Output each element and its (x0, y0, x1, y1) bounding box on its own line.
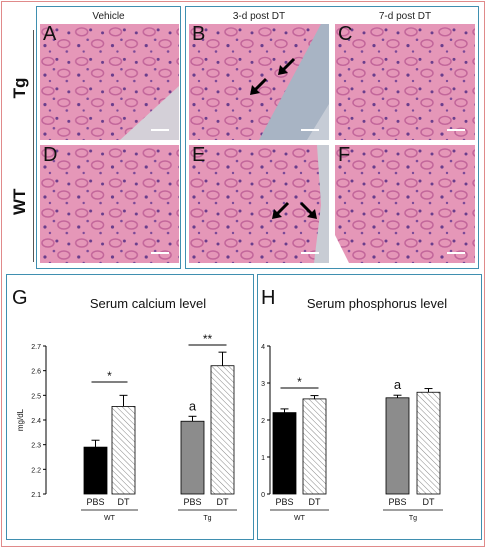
chart-title: Serum calcium level (90, 296, 206, 311)
tissue-image-a (40, 24, 179, 140)
tissue-image-b (189, 24, 329, 140)
bar (111, 406, 136, 495)
y-tick-label: 2.3 (31, 443, 41, 450)
significance-marker-tg: ** (203, 332, 213, 346)
panel-letter-a: A (43, 24, 57, 45)
row-label-wt: WT (10, 188, 29, 215)
group-label: Tg (409, 515, 417, 522)
group-label: WT (294, 515, 306, 522)
letter-annotation: a (189, 398, 197, 413)
group-label: WT (104, 515, 116, 522)
arrow-icon (272, 201, 290, 219)
x-tick-label: DT (217, 497, 229, 507)
panel-letter-b: B (192, 24, 206, 45)
y-tick-label: 2.6 (31, 369, 41, 376)
post-dt-group-box (185, 6, 479, 269)
y-tick-label: 2.7 (31, 344, 41, 351)
tissue-image-d (40, 145, 179, 263)
y-tick-label: 0 (261, 492, 265, 499)
column-header-3d-post-dt: 3-d post DT (232, 11, 286, 22)
x-tick-label: PBS (183, 497, 201, 507)
tissue-image-f (335, 145, 475, 263)
bar (302, 398, 327, 495)
scale-bar (447, 252, 465, 254)
x-tick-label: PBS (86, 497, 104, 507)
panel-letter-e: E (192, 145, 206, 166)
micrograph-panel-b: B (189, 24, 329, 140)
x-tick-label: PBS (275, 497, 293, 507)
arrow-icon (278, 57, 296, 75)
micrograph-panel-e: E (189, 145, 329, 263)
bar (272, 412, 297, 495)
scale-bar (447, 129, 465, 131)
tissue-image-e (189, 145, 329, 263)
significance-marker-wt: * (297, 375, 302, 389)
micrograph-panel-f: F (335, 145, 475, 263)
chart-h-box (257, 274, 482, 540)
y-tick-label: 3 (261, 381, 265, 388)
panel-letter-f: F (338, 145, 351, 166)
y-axis-label: mg/dL (16, 408, 25, 431)
letter-annotation: a (394, 377, 402, 392)
y-tick-label: 2.4 (31, 418, 41, 425)
x-tick-label: DT (423, 497, 435, 507)
bar (385, 397, 410, 495)
significance-marker-wt: * (107, 369, 112, 383)
bar (416, 391, 441, 495)
panel-letter: H (261, 287, 275, 309)
y-tick-label: 2.2 (31, 467, 41, 474)
x-tick-label: PBS (388, 497, 406, 507)
micrograph-panel-d: D (40, 145, 179, 263)
bar (83, 446, 108, 495)
group-label: Tg (203, 515, 211, 522)
y-tick-label: 2.1 (31, 492, 41, 499)
arrow-icon (299, 201, 317, 219)
row-divider-line (33, 30, 34, 262)
scale-bar (151, 252, 169, 254)
chart-g-box (6, 274, 254, 540)
panel-letter: G (12, 287, 28, 309)
y-tick-label: 4 (261, 344, 265, 351)
y-tick-label: 1 (261, 455, 265, 462)
scale-bar (301, 129, 319, 131)
x-tick-label: DT (309, 497, 321, 507)
y-tick-label: 2.5 (31, 393, 41, 400)
column-header-7d-post-dt: 7-d post DT (378, 11, 432, 22)
y-tick-label: 2 (261, 418, 265, 425)
micrograph-panel-c: C (335, 24, 475, 140)
phosphorus-chart: H Serum phosphorus level 0 1 2 3 4 PBS DT PBS DT WT… (261, 287, 447, 522)
x-tick-label: DT (118, 497, 130, 507)
bar (210, 365, 235, 495)
row-label-tg: Tg (10, 77, 29, 99)
arrow-icon (250, 77, 268, 95)
panel-letter-d: D (43, 145, 58, 166)
tissue-image-c (335, 24, 475, 140)
micrograph-panel-a: A (40, 24, 179, 140)
calcium-chart: G Serum calcium level 2.1 2.2 2.3 2.4 2.5 2.6 2.… (12, 287, 237, 522)
scale-bar (301, 252, 319, 254)
column-header-vehicle: Vehicle (92, 11, 125, 22)
bar (180, 420, 205, 495)
panel-letter-c: C (338, 24, 353, 45)
scale-bar (151, 129, 169, 131)
vehicle-group-box (36, 6, 181, 269)
chart-title: Serum phosphorus level (307, 296, 447, 311)
